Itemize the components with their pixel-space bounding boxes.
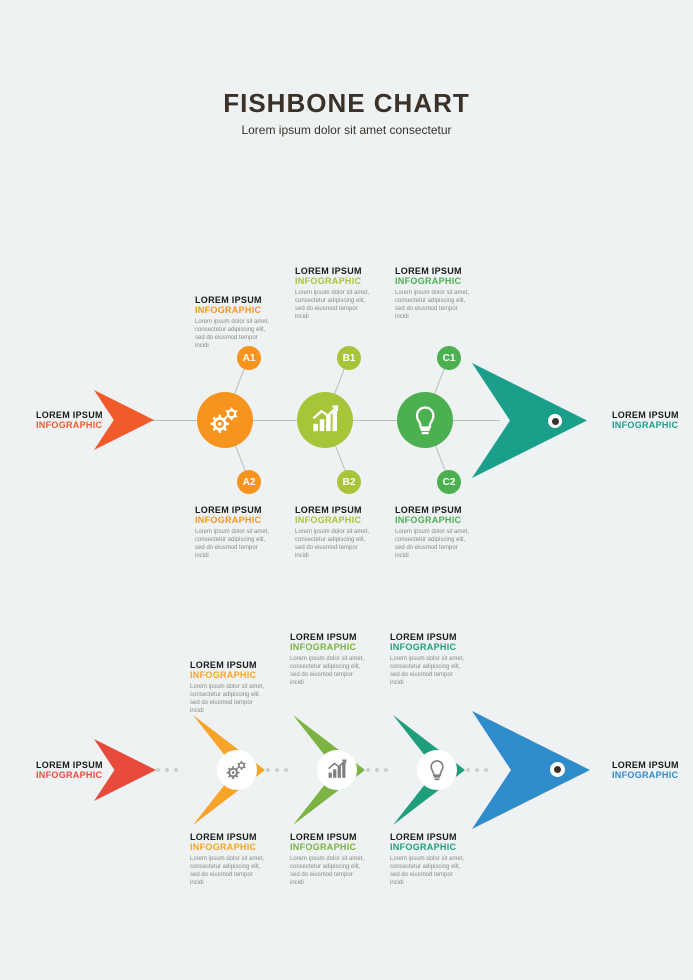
d1-top-label-1: LOREM IPSUMINFOGRAPHICLorem ipsum dolor …	[295, 266, 373, 321]
d1-node-B	[297, 392, 353, 448]
d2-top-label-1: LOREM IPSUMINFOGRAPHICLorem ipsum dolor …	[290, 632, 368, 687]
d2-icon-0	[217, 750, 257, 790]
d1-node-A	[197, 392, 253, 448]
d2-bottom-label-0: LOREM IPSUMINFOGRAPHICLorem ipsum dolor …	[190, 832, 268, 887]
d1-bottom-label-1: LOREM IPSUMINFOGRAPHICLorem ipsum dolor …	[295, 505, 373, 560]
d1-sub-C1: C1	[437, 346, 461, 370]
d1-head	[472, 363, 587, 478]
diagram-stage: A1A2B1B2C1C2LOREM IPSUMINFOGRAPHICLOREM …	[0, 0, 693, 980]
d2-eye	[550, 762, 565, 777]
d2-tail-label: LOREM IPSUMINFOGRAPHIC	[36, 760, 103, 780]
d1-tail-label: LOREM IPSUMINFOGRAPHIC	[36, 410, 103, 430]
d2-head	[472, 711, 590, 829]
d1-eye	[548, 414, 562, 428]
d1-node-C	[397, 392, 453, 448]
d1-head-label: LOREM IPSUMINFOGRAPHIC	[612, 410, 679, 430]
d2-top-label-2: LOREM IPSUMINFOGRAPHICLorem ipsum dolor …	[390, 632, 468, 687]
d1-sub-B1: B1	[337, 346, 361, 370]
d1-sub-A2: A2	[237, 470, 261, 494]
d2-bottom-label-1: LOREM IPSUMINFOGRAPHICLorem ipsum dolor …	[290, 832, 368, 887]
d1-bottom-label-0: LOREM IPSUMINFOGRAPHICLorem ipsum dolor …	[195, 505, 273, 560]
d2-top-label-0: LOREM IPSUMINFOGRAPHICLorem ipsum dolor …	[190, 660, 268, 715]
d2-dots	[156, 768, 178, 772]
d2-bottom-label-2: LOREM IPSUMINFOGRAPHICLorem ipsum dolor …	[390, 832, 468, 887]
d1-sub-B2: B2	[337, 470, 361, 494]
d2-dots	[366, 768, 388, 772]
d1-sub-C2: C2	[437, 470, 461, 494]
d1-bottom-label-2: LOREM IPSUMINFOGRAPHICLorem ipsum dolor …	[395, 505, 473, 560]
d2-icon-1	[317, 750, 357, 790]
d2-tail	[94, 739, 156, 801]
d2-icon-2	[417, 750, 457, 790]
d1-tail	[94, 390, 154, 450]
d2-dots	[266, 768, 288, 772]
d1-top-label-2: LOREM IPSUMINFOGRAPHICLorem ipsum dolor …	[395, 266, 473, 321]
d2-head-label: LOREM IPSUMINFOGRAPHIC	[612, 760, 679, 780]
d1-top-label-0: LOREM IPSUMINFOGRAPHICLorem ipsum dolor …	[195, 295, 273, 350]
